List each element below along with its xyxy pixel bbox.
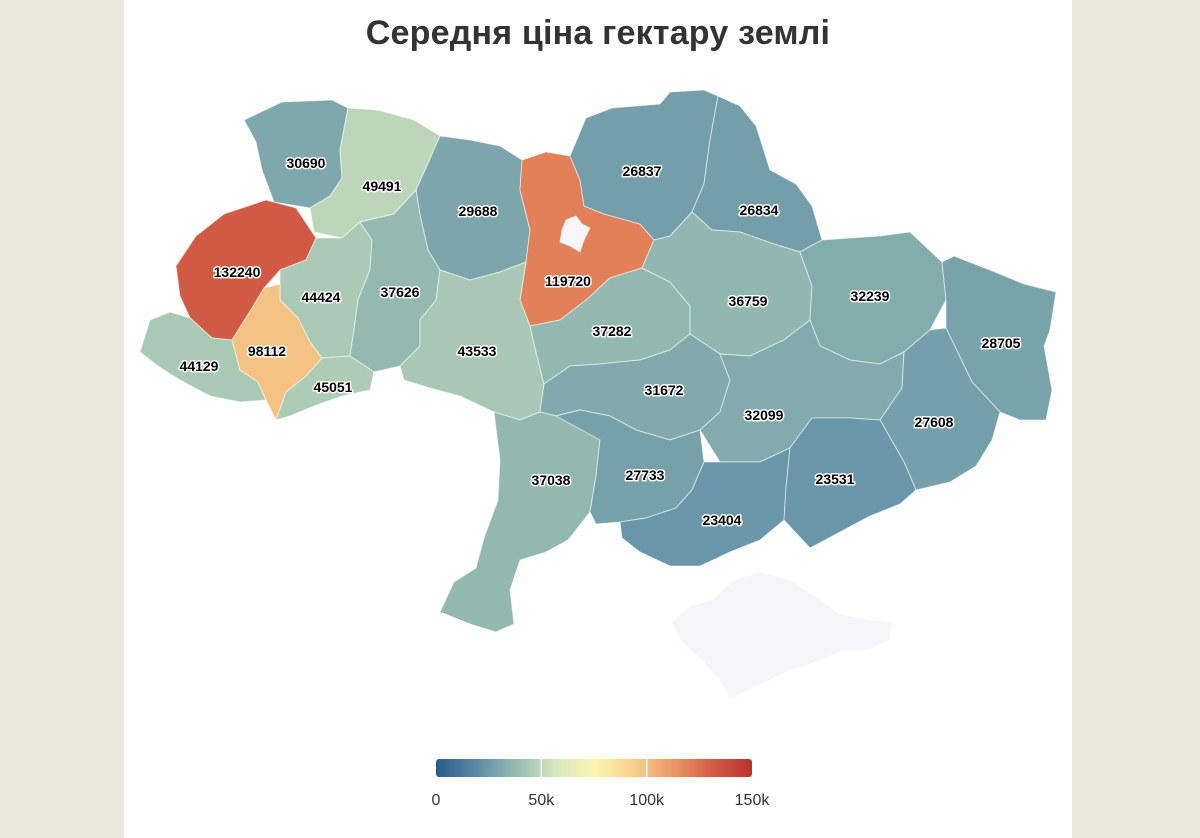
region-value-label-kyiv-oblast: 119720 (545, 273, 591, 289)
region-value-label-chernivtsi: 45051 (314, 379, 353, 395)
region-value-label-zhytomyr: 29688 (459, 203, 498, 219)
region-value-label-dnipropetrovsk: 32099 (745, 407, 784, 423)
region-value-label-chernihiv: 26837 (623, 163, 662, 179)
region-crimea[interactable] (671, 571, 893, 701)
region-value-label-kharkiv: 32239 (851, 288, 890, 304)
region-value-label-luhansk: 28705 (982, 335, 1021, 351)
region-value-label-zaporizhzhia: 23531 (816, 471, 855, 487)
region-value-label-vinnytsia: 43533 (458, 343, 497, 359)
region-value-label-sumy: 26834 (740, 202, 779, 218)
region-value-label-cherkasy: 37282 (593, 323, 632, 339)
region-value-label-volyn: 30690 (287, 155, 326, 171)
region-zaporizhzhia[interactable] (783, 417, 917, 549)
region-value-label-kherson: 23404 (703, 512, 742, 528)
map-title: Середня ціна гектару землі (365, 14, 831, 52)
color-scale-labels: 0 50k 100k 150k (0, 792, 1200, 816)
region-value-label-kirovohrad: 31672 (645, 382, 684, 398)
legend-tick-label: 0 (431, 792, 441, 809)
color-scale-bar (436, 759, 752, 777)
legend-tick-label: 150k (734, 792, 770, 809)
region-value-label-mykolaiv: 27733 (626, 467, 665, 483)
region-chernivtsi[interactable] (275, 355, 375, 421)
legend-tick-label: 100k (629, 792, 665, 809)
region-value-label-khmelnytskyi: 37626 (381, 284, 420, 300)
region-value-label-lviv: 132240 (214, 264, 261, 280)
region-kyiv-city[interactable] (559, 215, 591, 253)
region-value-label-poltava: 36759 (729, 293, 768, 309)
region-value-label-rivne: 49491 (363, 178, 402, 194)
region-value-label-ivano-frankivsk: 98112 (248, 343, 286, 359)
region-value-label-zakarpattia: 44129 (180, 358, 219, 374)
region-odesa[interactable] (439, 409, 601, 633)
region-value-label-ternopil: 44424 (302, 289, 341, 305)
legend-tick-label: 50k (528, 792, 555, 809)
region-value-label-odesa: 37038 (532, 472, 571, 488)
region-value-label-donetsk: 27608 (915, 414, 954, 430)
